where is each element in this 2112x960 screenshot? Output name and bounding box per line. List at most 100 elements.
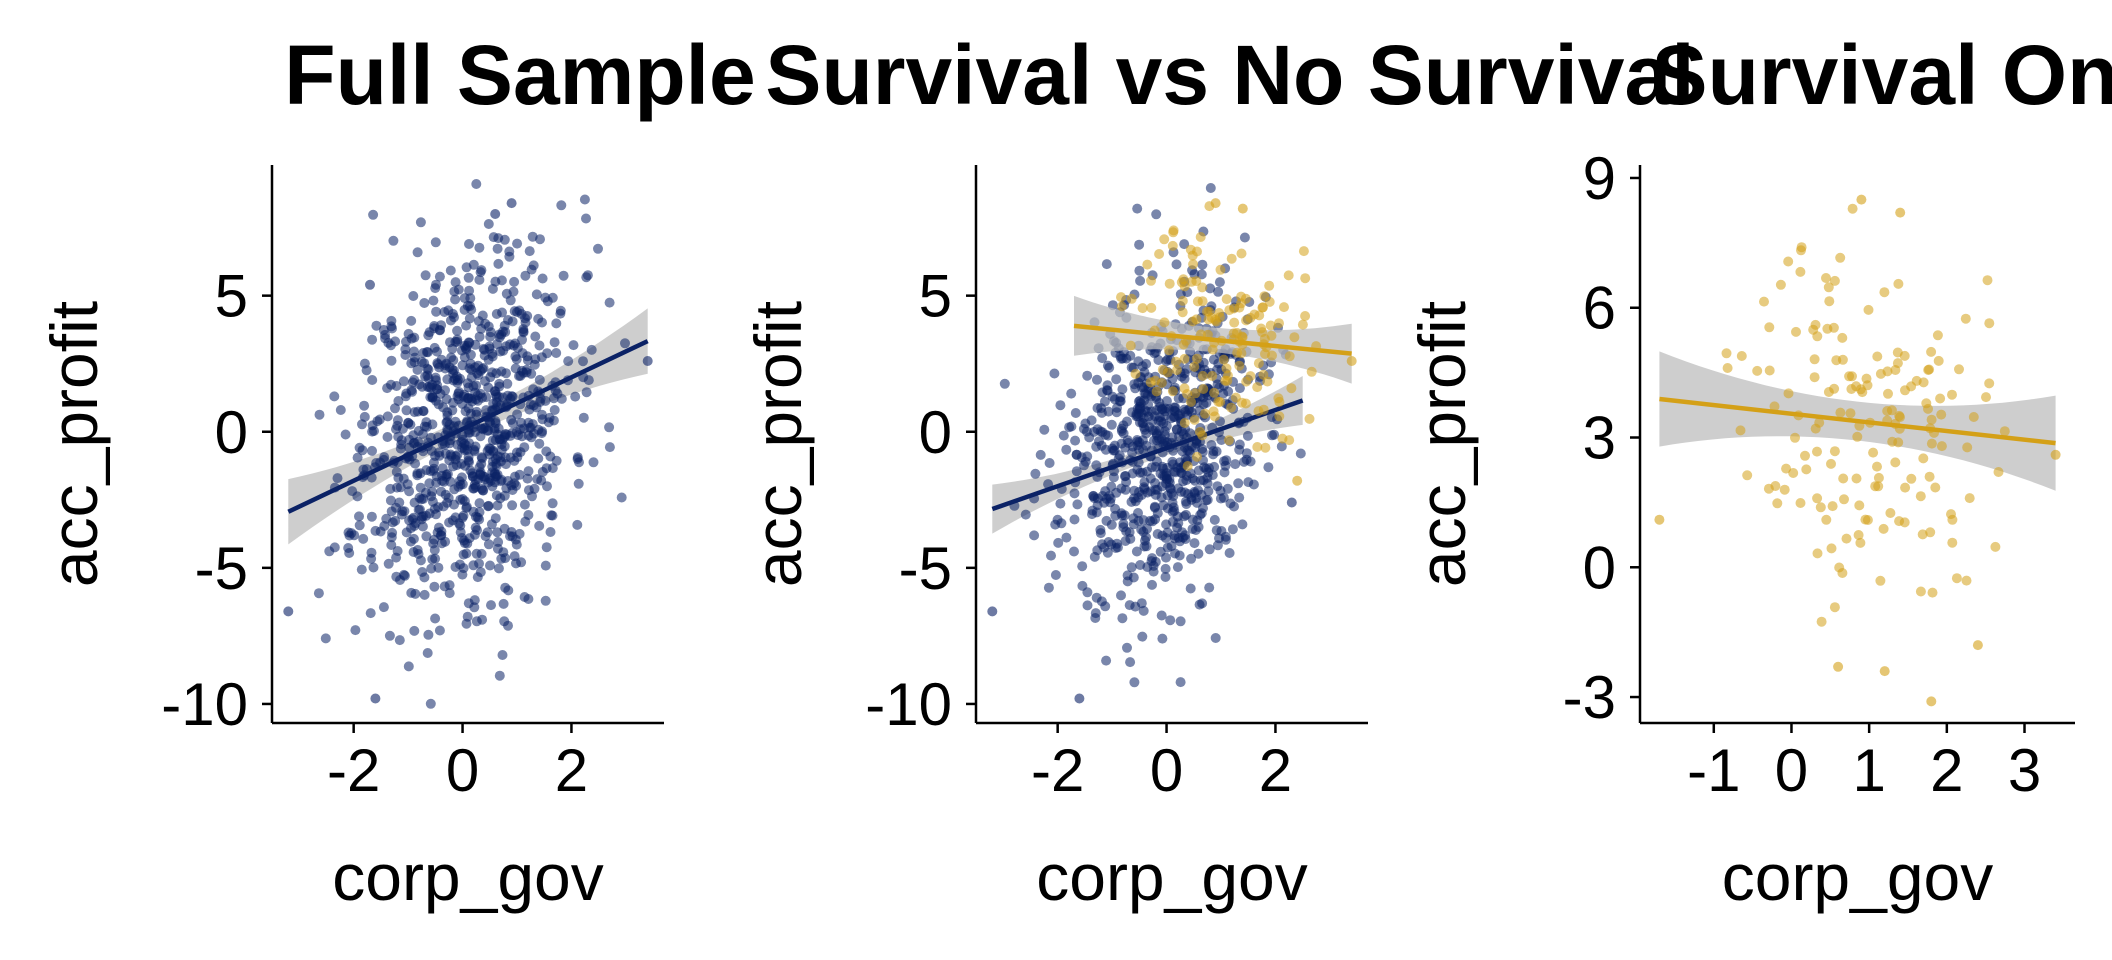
scatter-point [332, 473, 343, 484]
scatter-point [1090, 608, 1101, 619]
scatter-point [1211, 316, 1222, 327]
scatter-point [1230, 392, 1241, 403]
scatter-point [404, 486, 415, 497]
scatter-point [1095, 528, 1106, 539]
scatter-point [361, 365, 372, 376]
scatter-point [1286, 383, 1297, 394]
scatter-point [1266, 412, 1277, 423]
scatter-point [1233, 478, 1244, 489]
scatter-point [510, 471, 520, 482]
scatter-point [1146, 302, 1157, 313]
scatter-point [1783, 388, 1794, 399]
scatter-point [367, 426, 378, 437]
scatter-point [491, 309, 502, 319]
scatter-point [1892, 347, 1903, 358]
scatter-point [366, 511, 377, 522]
scatter-point [354, 520, 365, 531]
x-tick-label: 2 [1930, 737, 1963, 804]
scatter-point [1148, 566, 1159, 577]
x-tick-label: 2 [555, 737, 588, 804]
scatter-point [409, 625, 420, 636]
x-axis-label: corp_gov [1036, 840, 1308, 914]
scatter-point [537, 273, 548, 284]
scatter-point [545, 527, 556, 537]
scatter-point [479, 350, 490, 361]
scatter-point [1926, 438, 1937, 449]
y-tick-label: -10 [161, 671, 248, 738]
scatter-point [519, 442, 530, 453]
scatter-point [510, 363, 521, 374]
scatter-point [1102, 547, 1113, 558]
scatter-point [528, 400, 539, 411]
scatter-point [1879, 287, 1890, 298]
scatter-point [1872, 351, 1883, 362]
scatter-point [1772, 498, 1783, 509]
scatter-point [1127, 468, 1138, 479]
scatter-point [504, 246, 515, 257]
scatter-point [1189, 361, 1200, 372]
scatter-point [1245, 371, 1256, 382]
scatter-point [439, 307, 450, 317]
scatter-point [406, 523, 416, 534]
scatter-point [1972, 640, 1983, 651]
scatter-point [1137, 467, 1148, 478]
scatter-point [1186, 492, 1197, 503]
scatter-point [1157, 633, 1168, 644]
y-tick-label: 0 [1583, 534, 1616, 601]
scatter-point [1763, 483, 1774, 494]
scatter-point [496, 553, 507, 564]
scatter-point [1127, 447, 1138, 458]
scatter-point [1855, 537, 1866, 548]
scatter-point [394, 497, 405, 508]
scatter-point [1161, 356, 1172, 367]
scatter-point [403, 328, 414, 339]
scatter-point [400, 350, 411, 360]
scatter-point [1020, 509, 1031, 520]
scatter-point [382, 432, 393, 442]
scatter-point [1197, 296, 1208, 307]
scatter-point [441, 417, 452, 428]
scatter-point [527, 491, 537, 502]
scatter-point [1222, 483, 1233, 494]
scatter-point [457, 430, 468, 441]
scatter-point [1790, 432, 1800, 443]
x-axis-label: corp_gov [1722, 840, 1994, 914]
scatter-point [412, 468, 423, 479]
scatter-point [1984, 378, 1995, 389]
scatter-point [1132, 440, 1143, 451]
scatter-point [500, 459, 511, 470]
scatter-point [1125, 657, 1136, 668]
scatter-point [457, 512, 468, 523]
scatter-point [406, 315, 417, 326]
scatter-point [452, 334, 463, 345]
scatter-point [529, 359, 540, 370]
scatter-point [329, 391, 340, 402]
scatter-point [1346, 356, 1357, 366]
scatter-point [511, 354, 522, 365]
scatter-point [283, 606, 294, 617]
scatter-point [1171, 259, 1182, 270]
scatter-point [1267, 430, 1277, 441]
scatter-point [1111, 407, 1122, 418]
scatter-point [1925, 527, 1936, 538]
scatter-point [1236, 348, 1247, 359]
scatter-point [1735, 425, 1746, 436]
scatter-point [1167, 386, 1178, 397]
scatter-point [1087, 509, 1097, 520]
panel-2: Survival vs No Survival -2 0 2 -10 -5 0 5 corp_g… [741, 28, 1695, 914]
x-tick-label: -1 [1687, 737, 1740, 804]
scatter-point [528, 428, 539, 439]
scatter-point [1182, 445, 1193, 456]
scatter-point [486, 600, 496, 611]
scatter-point [519, 499, 530, 510]
scatter-point [1055, 498, 1066, 509]
scatter-point [1292, 475, 1303, 486]
scatter-point [563, 356, 574, 367]
scatter-point [1829, 446, 1840, 457]
scatter-point [475, 567, 486, 578]
scatter-point [1265, 320, 1276, 331]
scatter-point [409, 357, 420, 368]
scatter-point [1186, 276, 1197, 287]
scatter-point [555, 308, 566, 319]
scatter-point [391, 571, 402, 582]
